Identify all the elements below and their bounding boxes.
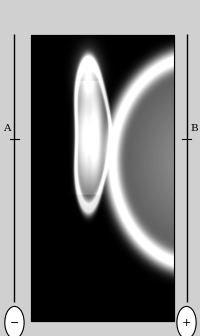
Text: +: + (181, 318, 190, 328)
Text: A: A (3, 124, 10, 133)
Text: −: − (10, 318, 19, 328)
Text: B: B (190, 124, 197, 133)
FancyBboxPatch shape (31, 35, 173, 321)
Circle shape (176, 306, 195, 336)
Circle shape (5, 306, 24, 336)
